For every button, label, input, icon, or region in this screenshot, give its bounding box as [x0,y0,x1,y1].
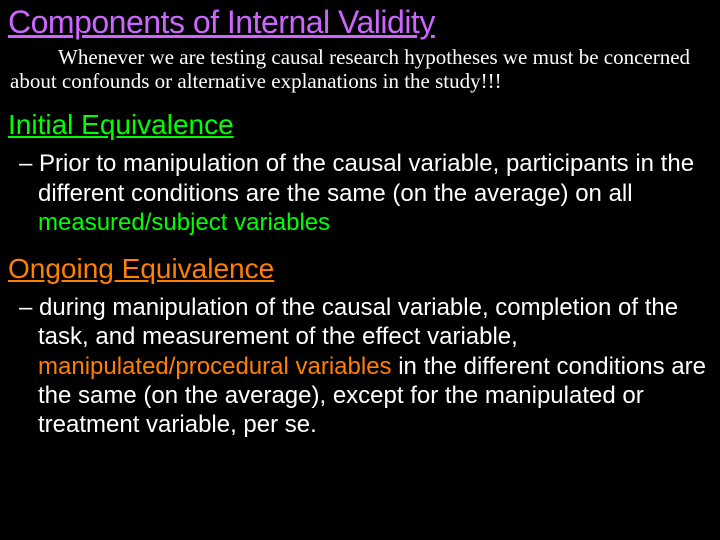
highlight-manipulated-procedural: manipulated/procedural variables [38,353,392,380]
slide-title: Components of Internal Validity [0,0,720,43]
section-heading-ongoing: Ongoing Equivalence [0,239,720,291]
bullet-text-prefix: during manipulation of the causal variab… [38,294,678,350]
intro-text: Whenever we are testing causal research … [0,43,720,95]
bullet-initial: Prior to manipulation of the causal vari… [0,147,720,239]
bullet-ongoing: during manipulation of the causal variab… [0,291,720,441]
bullet-text-prefix: Prior to manipulation of the causal vari… [38,150,694,206]
section-heading-initial: Initial Equivalence [0,95,720,147]
highlight-measured-subject: measured/subject variables [38,209,330,236]
